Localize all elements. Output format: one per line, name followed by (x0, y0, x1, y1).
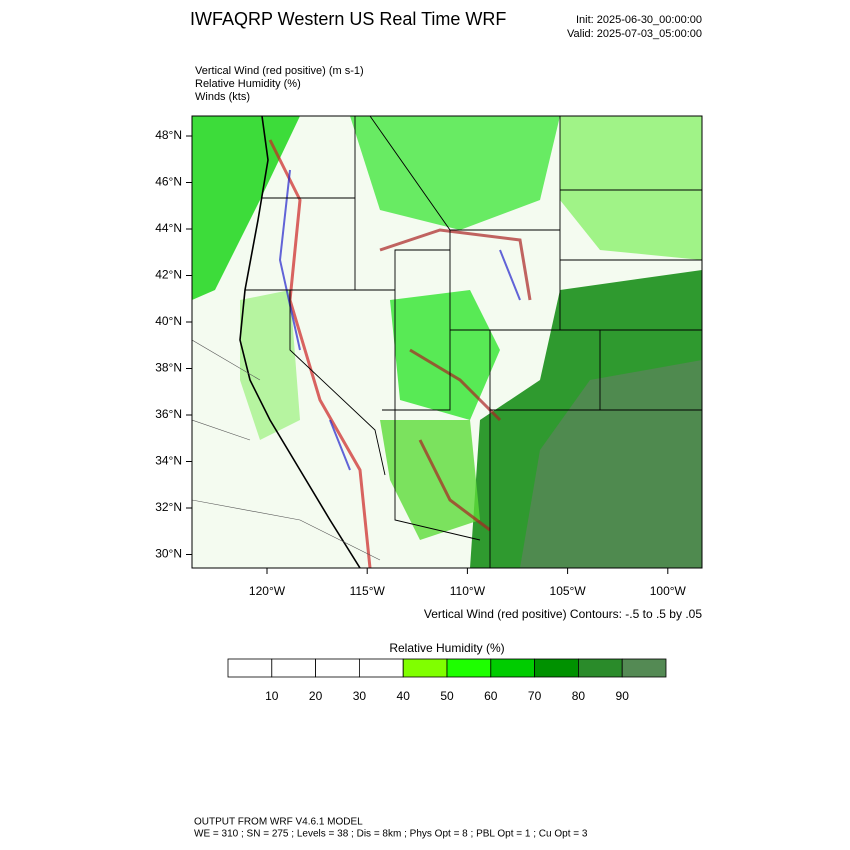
colorbar-box (578, 658, 623, 678)
lat-label: 48°N (155, 128, 182, 142)
lat-label: 34°N (155, 454, 182, 468)
humid-area (240, 290, 300, 440)
lat-label: 38°N (155, 361, 182, 375)
lon-label: 120°W (249, 584, 286, 598)
colorbar-label: 10 (265, 689, 279, 703)
humid-area (390, 290, 500, 420)
colorbar-box (446, 658, 492, 678)
colorbar-box (315, 658, 360, 678)
coastline (239, 116, 361, 568)
footer: OUTPUT FROM WRF V4.6.1 MODEL (194, 817, 363, 828)
lon-label: 105°W (550, 584, 587, 598)
colorbar-title: Relative Humidity (%) (389, 641, 504, 655)
colorbar-box (621, 658, 667, 678)
lat-label: 32°N (155, 500, 182, 514)
lon-label: 115°W (350, 584, 386, 598)
colorbar-label: 80 (572, 689, 586, 703)
lat-label: 30°N (155, 547, 182, 561)
colorbar-label: 40 (397, 689, 411, 703)
vertical-wind-contours (379, 228, 532, 532)
colorbar-label: 60 (484, 689, 498, 703)
vertical-wind-contours (278, 169, 521, 471)
vertical-wind-contours (268, 139, 372, 568)
lat-label: 36°N (155, 407, 182, 421)
colorbar-label: 70 (528, 689, 542, 703)
colorbar-box (227, 658, 273, 678)
colorbar-box (358, 658, 404, 678)
colorbar-box (271, 658, 316, 678)
map (191, 115, 703, 569)
contour-note: Vertical Wind (red positive) Contours: -… (424, 607, 702, 621)
colorbar-box (490, 658, 535, 678)
init-time: Init: 2025-06-30_00:00:00 (576, 14, 702, 26)
humid-area (350, 116, 560, 230)
field-label: Relative Humidity (%) (195, 78, 301, 90)
colorbar-label: 20 (309, 689, 323, 703)
lat-label: 44°N (155, 221, 182, 235)
colorbar-label: 30 (353, 689, 367, 703)
map-frame (191, 115, 703, 569)
lon-label: 100°W (650, 584, 687, 598)
colorbar-label: 90 (616, 689, 630, 703)
lat-label: 42°N (155, 268, 182, 282)
valid-time: Valid: 2025-07-03_05:00:00 (567, 28, 702, 40)
colorbar-label: 50 (440, 689, 454, 703)
footer: WE = 310 ; SN = 275 ; Levels = 38 ; Dis … (194, 829, 588, 840)
lat-label: 46°N (155, 175, 182, 189)
lon-label: 110°W (450, 584, 486, 598)
humid-area (192, 116, 300, 300)
humid-area (380, 420, 480, 540)
lat-label: 40°N (155, 314, 182, 328)
wind-barbs (192, 339, 381, 561)
field-label: Winds (kts) (195, 91, 250, 103)
state-borders (245, 116, 702, 568)
humid-area (560, 116, 702, 260)
title: IWFAQRP Western US Real Time WRF (190, 9, 506, 29)
humid-area (520, 360, 702, 568)
colorbar-box (534, 658, 579, 678)
field-label: Vertical Wind (red positive) (m s-1) (195, 65, 364, 77)
colorbar-box (402, 658, 448, 678)
